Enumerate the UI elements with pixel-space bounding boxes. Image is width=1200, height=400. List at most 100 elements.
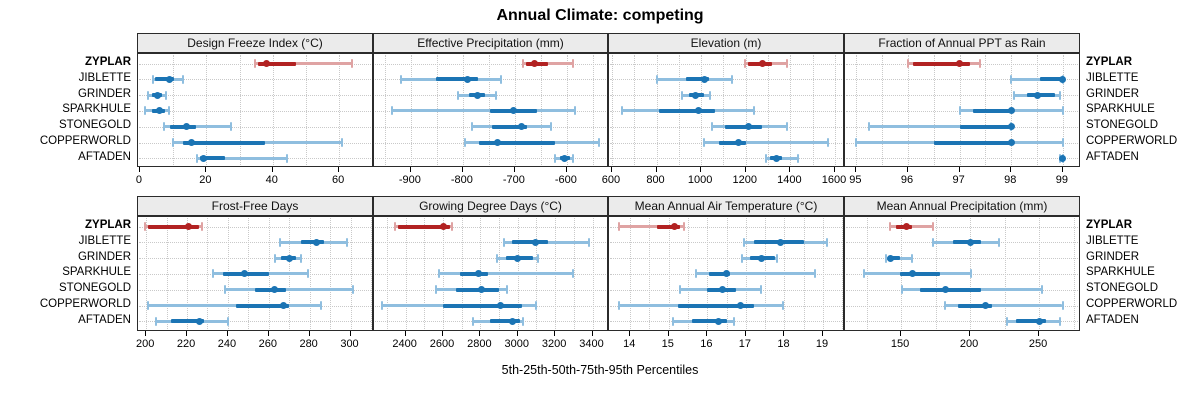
gridline-horizontal <box>375 258 606 260</box>
whisker-box-25-75 <box>1039 77 1063 82</box>
whisker-cap-95th <box>550 122 553 132</box>
panel-title: Elevation (m) <box>690 36 762 50</box>
whisker-cap-95th <box>775 253 778 263</box>
axis-tick-label: 800 <box>646 174 665 186</box>
gridline-vertical <box>933 55 935 165</box>
whisker-cap-5th <box>888 222 891 231</box>
median-dot <box>956 60 964 67</box>
gridline-horizontal <box>139 95 371 97</box>
whisker-box-25-75 <box>236 303 290 308</box>
panel-title: Growing Degree Days (°C) <box>419 199 562 213</box>
axis-tick <box>783 331 785 336</box>
axis-tick <box>461 167 463 172</box>
whisker-cap-5th <box>764 153 767 163</box>
whisker-cap-95th <box>351 285 354 295</box>
gridline-vertical <box>339 55 341 165</box>
panel-title: Fraction of Annual PPT as Rain <box>878 36 1046 50</box>
whisker-cap-95th <box>1061 106 1064 116</box>
axis-tick <box>271 167 273 172</box>
median-dot <box>262 60 270 67</box>
whisker-range-5-95 <box>254 62 353 65</box>
gridline-horizontal <box>375 158 606 160</box>
gridline-vertical <box>272 55 274 165</box>
panel-body <box>373 53 608 167</box>
whisker-cap-95th <box>998 237 1001 247</box>
panel-strip: Elevation (m) <box>608 33 844 53</box>
median-dot <box>758 60 766 67</box>
median-dot <box>694 107 702 115</box>
gridline-horizontal <box>846 226 1078 228</box>
median-dot <box>477 286 485 294</box>
whisker-cap-5th <box>390 106 393 116</box>
row-label-left: COPPERWORLD <box>39 298 131 310</box>
row-label-left: AFTADEN <box>78 150 131 163</box>
whisker-box-25-75 <box>899 271 940 276</box>
axis-tick-label: 220 <box>176 338 196 350</box>
gridline-horizontal <box>139 126 371 128</box>
median-dot <box>166 75 174 83</box>
whisker-cap-95th <box>319 301 322 310</box>
whisker-cap-5th <box>171 138 174 147</box>
whisker-cap-95th <box>226 316 229 326</box>
whisker-cap-95th <box>931 222 934 231</box>
whisker-cap-95th <box>683 222 686 231</box>
gridline-vertical <box>688 218 690 329</box>
whisker-cap-5th <box>434 285 437 295</box>
panel-body <box>608 216 844 331</box>
whisker-box-25-75 <box>442 303 523 308</box>
axis-tick-label: 60 <box>332 174 345 186</box>
median-dot <box>719 286 727 294</box>
gridline-horizontal <box>139 321 371 323</box>
whisker-cap-5th <box>253 59 256 68</box>
whisker-cap-95th <box>505 285 508 295</box>
median-dot <box>981 302 989 309</box>
axis-tick-label: 17 <box>738 338 752 350</box>
median-dot <box>240 270 248 278</box>
median-dot <box>182 123 190 131</box>
whisker-cap-95th <box>522 316 525 326</box>
median-dot <box>887 254 895 262</box>
whisker-box-25-75 <box>920 287 982 292</box>
row-label-right: GRINDER <box>1086 87 1140 100</box>
axis-tick <box>833 167 835 172</box>
axis-tick-label: 96 <box>900 174 914 186</box>
axis-tick-label: 2800 <box>467 338 492 350</box>
whisker-cap-95th <box>306 269 309 279</box>
axis-tick-label: 19 <box>815 338 829 350</box>
median-dot <box>671 223 679 230</box>
gridline-vertical <box>330 218 332 329</box>
panel-strip: Fraction of Annual PPT as Rain <box>844 33 1080 53</box>
whisker-cap-5th <box>855 138 858 147</box>
row-label-left: SPARKHULE <box>62 103 131 116</box>
panel-strip: Frost-Free Days <box>137 196 373 216</box>
row-label-right: COPPERWORLD <box>1086 298 1178 310</box>
whisker-cap-95th <box>494 90 497 100</box>
whisker-cap-5th <box>470 122 473 132</box>
whisker-cap-5th <box>868 122 871 132</box>
axis-tick <box>610 167 612 172</box>
axis-tick-label: 14 <box>623 338 636 350</box>
whisker-cap-95th <box>537 253 540 263</box>
whisker-box-25-75 <box>1026 93 1056 98</box>
whisker-range-5-95 <box>618 225 685 228</box>
whisker-cap-5th <box>1010 74 1013 84</box>
axis-tick-label: 3200 <box>541 338 567 350</box>
gridline-vertical <box>842 218 843 329</box>
axis-tick-label: 15 <box>661 338 674 350</box>
gridline-vertical <box>405 218 407 329</box>
gridline-vertical <box>305 55 307 165</box>
axis-tick <box>706 331 708 336</box>
whisker-cap-95th <box>814 269 817 279</box>
whisker-box-25-75 <box>257 61 296 66</box>
gridline-horizontal <box>846 158 1078 160</box>
median-dot <box>532 238 540 246</box>
axis-tick <box>479 331 481 336</box>
whisker-box-25-75 <box>398 224 451 229</box>
whisker-range-5-95 <box>703 141 829 144</box>
whisker-box-25-75 <box>678 303 754 308</box>
figure-title: Annual Climate: competing <box>496 7 704 24</box>
whisker-cap-95th <box>786 59 789 68</box>
whisker-box-25-75 <box>959 124 1012 129</box>
axis-tick <box>900 331 902 336</box>
median-dot <box>156 107 164 115</box>
